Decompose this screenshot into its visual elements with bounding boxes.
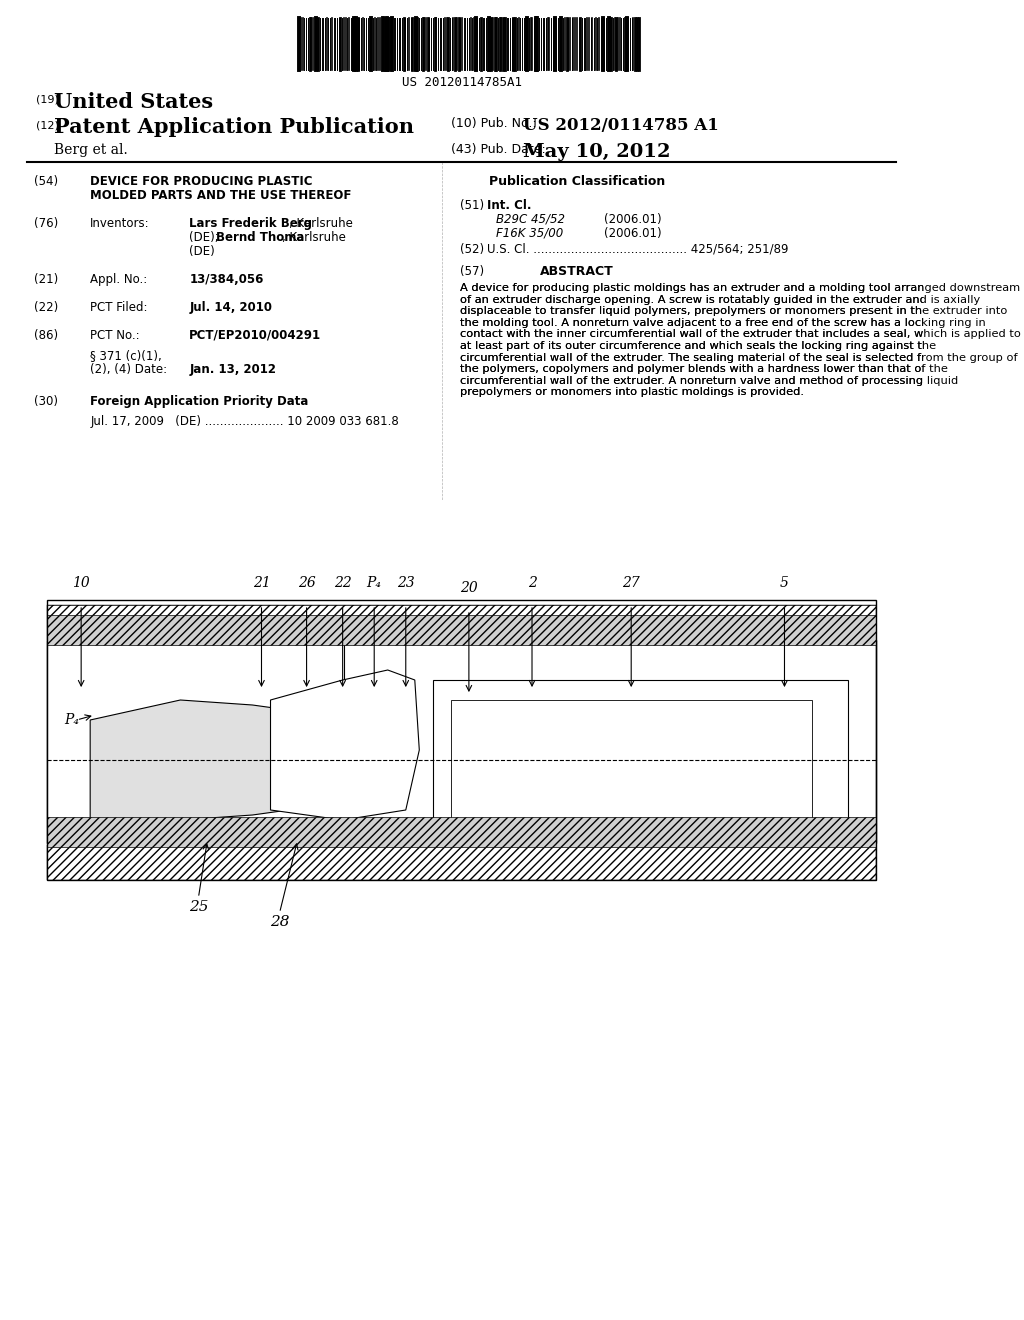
Text: P₄: P₄ [65, 713, 80, 727]
Bar [47, 640, 344, 843]
Text: 21: 21 [253, 576, 270, 590]
Polygon shape [90, 700, 289, 840]
Text: § 371 (c)(1),: § 371 (c)(1), [90, 348, 162, 362]
Text: (10) Pub. No.:: (10) Pub. No.: [451, 117, 537, 129]
Text: 23: 23 [397, 576, 415, 590]
Bar [47, 845, 877, 880]
Text: US 20120114785A1: US 20120114785A1 [401, 77, 521, 88]
Text: (2006.01): (2006.01) [604, 213, 662, 226]
Text: , Karlsruhe: , Karlsruhe [283, 231, 346, 244]
Text: May 10, 2012: May 10, 2012 [523, 143, 671, 161]
Text: F16K 35/00: F16K 35/00 [496, 227, 563, 240]
Text: 26: 26 [298, 576, 315, 590]
Text: (43) Pub. Date:: (43) Pub. Date: [451, 143, 546, 156]
Text: US 2012/0114785 A1: US 2012/0114785 A1 [523, 117, 719, 135]
Text: Int. Cl.: Int. Cl. [487, 199, 531, 213]
Text: (2), (4) Date:: (2), (4) Date: [90, 363, 167, 376]
Text: (22): (22) [34, 301, 58, 314]
Bar [451, 700, 812, 820]
Text: P₄: P₄ [367, 576, 382, 590]
Bar [433, 680, 848, 840]
Text: MOLDED PARTS AND THE USE THEREOF: MOLDED PARTS AND THE USE THEREOF [90, 189, 351, 202]
Text: 5: 5 [780, 576, 788, 590]
Text: , Karlsruhe: , Karlsruhe [289, 216, 352, 230]
Text: (76): (76) [34, 216, 58, 230]
Text: Inventors:: Inventors: [90, 216, 150, 230]
Text: (19): (19) [36, 95, 59, 106]
Bar [47, 845, 877, 880]
Text: (12): (12) [36, 120, 59, 129]
Text: Patent Application Publication: Patent Application Publication [54, 117, 414, 137]
Text: U.S. Cl. ......................................... 425/564; 251/89: U.S. Cl. ...............................… [487, 243, 788, 256]
Text: 2: 2 [527, 576, 537, 590]
Text: (86): (86) [34, 329, 58, 342]
Text: (52): (52) [460, 243, 484, 256]
Text: (30): (30) [34, 395, 58, 408]
Text: DEVICE FOR PRODUCING PLASTIC: DEVICE FOR PRODUCING PLASTIC [90, 176, 312, 187]
Text: 28: 28 [269, 915, 289, 929]
Text: Appl. No.:: Appl. No.: [90, 273, 147, 286]
Text: 25: 25 [188, 900, 208, 913]
Text: Publication Classification: Publication Classification [489, 176, 666, 187]
Text: 22: 22 [334, 576, 351, 590]
Text: 10: 10 [73, 576, 90, 590]
Text: (54): (54) [34, 176, 58, 187]
Text: Lars Frederik Berg: Lars Frederik Berg [189, 216, 312, 230]
Text: Foreign Application Priority Data: Foreign Application Priority Data [90, 395, 308, 408]
Text: A device for producing plastic moldings has an extruder and a molding tool arran: A device for producing plastic moldings … [460, 282, 1021, 397]
Text: Bernd Thoma: Bernd Thoma [216, 231, 305, 244]
Text: B29C 45/52: B29C 45/52 [496, 213, 565, 226]
Text: (DE): (DE) [189, 246, 215, 257]
Text: 27: 27 [623, 576, 640, 590]
Text: (2006.01): (2006.01) [604, 227, 662, 240]
Text: A device for producing plastic moldings has an extruder and a molding tool arran: A device for producing plastic moldings … [460, 282, 1021, 397]
Text: PCT Filed:: PCT Filed: [90, 301, 147, 314]
Bar [47, 817, 877, 847]
Text: PCT/EP2010/004291: PCT/EP2010/004291 [189, 329, 322, 342]
Bar [47, 640, 877, 843]
Text: ABSTRACT: ABSTRACT [541, 265, 614, 279]
Text: United States: United States [54, 92, 213, 112]
Text: 20: 20 [460, 581, 478, 595]
Text: (DE);: (DE); [189, 231, 223, 244]
Text: Jul. 14, 2010: Jul. 14, 2010 [189, 301, 272, 314]
Text: Berg et al.: Berg et al. [54, 143, 128, 157]
Text: Jul. 17, 2009   (DE) ..................... 10 2009 033 681.8: Jul. 17, 2009 (DE) .....................… [90, 414, 399, 428]
Polygon shape [270, 671, 419, 820]
Text: (57): (57) [460, 265, 484, 279]
Bar [47, 601, 877, 880]
Bar [47, 605, 877, 640]
Text: (51): (51) [460, 199, 484, 213]
Bar [47, 615, 877, 645]
Text: PCT No.:: PCT No.: [90, 329, 140, 342]
Bar [47, 605, 877, 640]
Text: 13/384,056: 13/384,056 [189, 273, 264, 286]
Text: Jan. 13, 2012: Jan. 13, 2012 [189, 363, 276, 376]
Text: (21): (21) [34, 273, 58, 286]
